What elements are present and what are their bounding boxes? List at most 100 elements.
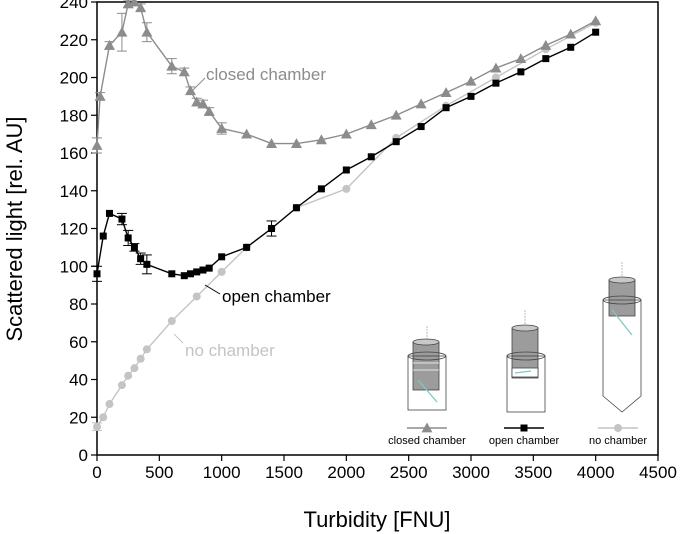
data-point: [392, 138, 400, 146]
data-point: [187, 270, 194, 278]
data-point: [216, 122, 228, 133]
open-chamber-illustration: [506, 310, 546, 413]
data-point: [203, 105, 215, 116]
series-layer: [91, 0, 602, 431]
legend-label-open: open chamber: [489, 435, 560, 447]
data-point: [116, 26, 128, 37]
data-point: [567, 43, 575, 51]
legend-label-closed: closed chamber: [388, 435, 466, 447]
x-tick-label: 4500: [639, 463, 677, 482]
annotation-closed-chamber: closed chamber: [206, 65, 326, 84]
y-tick-label: 100: [60, 257, 88, 276]
x-tick-label: 500: [145, 463, 173, 482]
annotation-leader-closed: [192, 77, 206, 91]
y-tick-label: 200: [60, 69, 88, 88]
data-point: [124, 234, 132, 242]
y-tick-label: 40: [69, 371, 88, 390]
annotation-leader-open: [204, 284, 221, 295]
data-point: [191, 96, 203, 107]
y-tick-label: 20: [69, 408, 88, 427]
data-point: [99, 413, 108, 422]
data-point: [365, 119, 377, 130]
annotation-no-chamber: no chamber: [185, 341, 275, 360]
annotation-open-chamber: open chamber: [222, 287, 331, 306]
closed-chamber-illustration: [407, 326, 447, 411]
data-point: [185, 85, 196, 96]
data-point: [590, 15, 602, 26]
x-axis-title: Turbidity [FNU]: [303, 507, 450, 532]
data-point: [490, 62, 502, 73]
annotations: closed chamber open chamber no chamber: [173, 65, 331, 360]
data-point: [137, 255, 145, 263]
data-point: [130, 364, 139, 373]
y-axis: 0 20 40 60 80 100 120 140 160 180 200 220 240: [60, 0, 97, 465]
data-point: [217, 267, 226, 276]
data-point: [492, 79, 500, 87]
y-tick-label: 180: [60, 106, 88, 125]
data-point: [465, 75, 477, 86]
data-point: [192, 292, 201, 301]
data-point: [166, 60, 178, 71]
data-point: [241, 128, 253, 139]
data-point: [342, 166, 350, 174]
data-point: [565, 28, 577, 39]
data-point: [317, 185, 325, 193]
data-point: [167, 316, 176, 325]
data-point: [128, 0, 140, 7]
y-tick-label: 120: [60, 220, 88, 239]
data-point: [540, 39, 552, 50]
data-point: [315, 134, 327, 145]
data-point: [99, 232, 107, 240]
y-tick-label: 160: [60, 144, 88, 163]
legend-key-marker: [614, 424, 622, 432]
data-point: [124, 371, 133, 380]
x-tick-label: 3500: [514, 463, 552, 482]
no-chamber-illustration: [602, 262, 642, 413]
data-point: [592, 28, 600, 36]
data-point: [542, 55, 550, 63]
data-point: [266, 138, 278, 148]
data-point: [180, 272, 188, 280]
y-tick-label: 0: [79, 446, 88, 465]
data-point: [342, 184, 351, 193]
x-tick-label: 1500: [265, 463, 303, 482]
y-tick-label: 140: [60, 182, 88, 201]
legend-label-none: no chamber: [589, 435, 647, 447]
data-point: [415, 98, 427, 109]
data-point: [136, 354, 145, 363]
data-point: [515, 53, 527, 64]
data-point: [93, 270, 101, 278]
x-tick-label: 0: [92, 463, 101, 482]
data-point: [292, 204, 300, 212]
data-point: [440, 87, 452, 97]
legend: closed chamber open chamber no chamber: [388, 262, 647, 447]
series-closed: [91, 0, 602, 154]
y-axis-title: Scattered light [rel. AU]: [2, 117, 27, 342]
data-point: [141, 26, 153, 37]
data-point: [117, 381, 126, 390]
data-point: [168, 270, 176, 278]
data-point: [199, 266, 207, 274]
data-point: [268, 225, 276, 232]
data-point: [118, 215, 126, 223]
data-point: [93, 422, 101, 431]
data-point: [91, 139, 103, 150]
data-point: [467, 92, 475, 100]
data-point: [417, 123, 425, 131]
data-point: [105, 209, 113, 217]
legend-keys: [407, 422, 638, 433]
data-point: [218, 253, 226, 261]
y-tick-label: 220: [60, 31, 88, 50]
series-open: [92, 28, 600, 282]
x-tick-label: 2500: [390, 463, 428, 482]
data-point: [290, 138, 302, 148]
data-point: [142, 345, 151, 354]
data-point: [197, 98, 209, 109]
data-point: [94, 90, 106, 101]
data-point: [390, 109, 402, 120]
data-point: [105, 400, 114, 409]
data-point: [367, 153, 375, 161]
data-point: [103, 39, 115, 50]
legend-key-marker: [421, 422, 433, 433]
